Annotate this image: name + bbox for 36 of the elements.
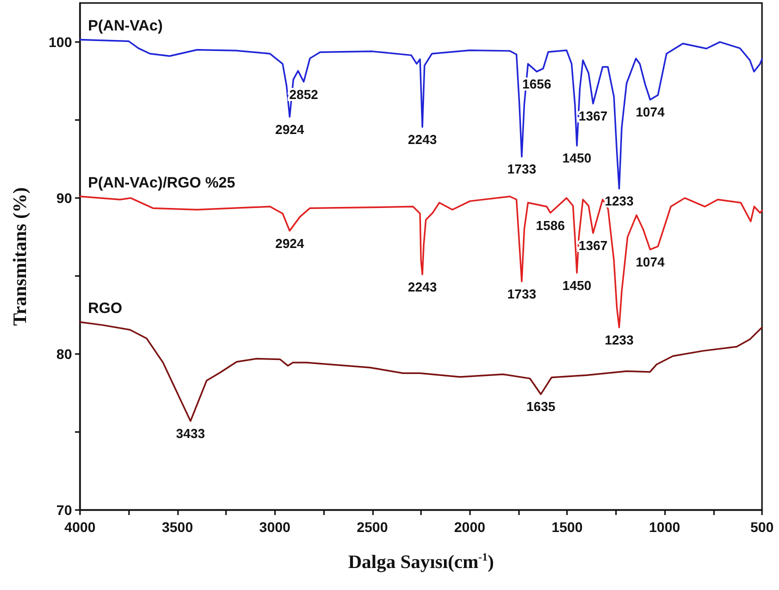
- y-tick-label: 80: [56, 346, 72, 362]
- line-series: [79, 321, 763, 422]
- annotation: 1450: [562, 150, 592, 166]
- line-series: [79, 38, 763, 190]
- annotation: 1586: [536, 218, 565, 233]
- annotation: 3433: [176, 426, 205, 442]
- y-tick-label: 70: [56, 502, 72, 518]
- series-label: RGO: [88, 300, 122, 318]
- annotation: 1367: [578, 238, 608, 254]
- x-tick-label: 3000: [259, 519, 291, 535]
- annotation: 1233: [604, 194, 634, 209]
- annotation: 1733: [507, 286, 536, 302]
- line-series: [79, 196, 763, 328]
- x-tick-label: 500: [750, 519, 774, 535]
- x-tick-label: 4000: [64, 519, 96, 535]
- annotation: 1450: [562, 278, 592, 293]
- annotation: 1233: [604, 332, 634, 348]
- series-label: P(AN-VAc)/RGO %25: [88, 174, 236, 192]
- y-axis-title: Transmitans (%): [10, 187, 31, 326]
- x-tick-label: 1000: [648, 519, 680, 535]
- annotation: 2243: [408, 132, 437, 148]
- annotation: 1074: [636, 104, 666, 120]
- y-tick-label: 90: [56, 190, 72, 206]
- annotation: 1074: [636, 254, 666, 270]
- annotation: 1367: [578, 108, 608, 124]
- y-tick-label: 100: [48, 34, 72, 50]
- x-tick-label: 2000: [454, 519, 486, 535]
- annotation: 1635: [526, 399, 556, 414]
- annotation: 2924: [275, 236, 305, 251]
- annotation: 1733: [507, 162, 536, 177]
- annotation: 2924: [275, 122, 305, 137]
- x-tick-label: 1500: [552, 519, 583, 535]
- x-tick-label: 2500: [356, 519, 388, 535]
- annotation: 2243: [408, 279, 437, 294]
- x-tick-label: 3500: [162, 519, 194, 535]
- series-label: P(AN-VAc): [88, 18, 163, 35]
